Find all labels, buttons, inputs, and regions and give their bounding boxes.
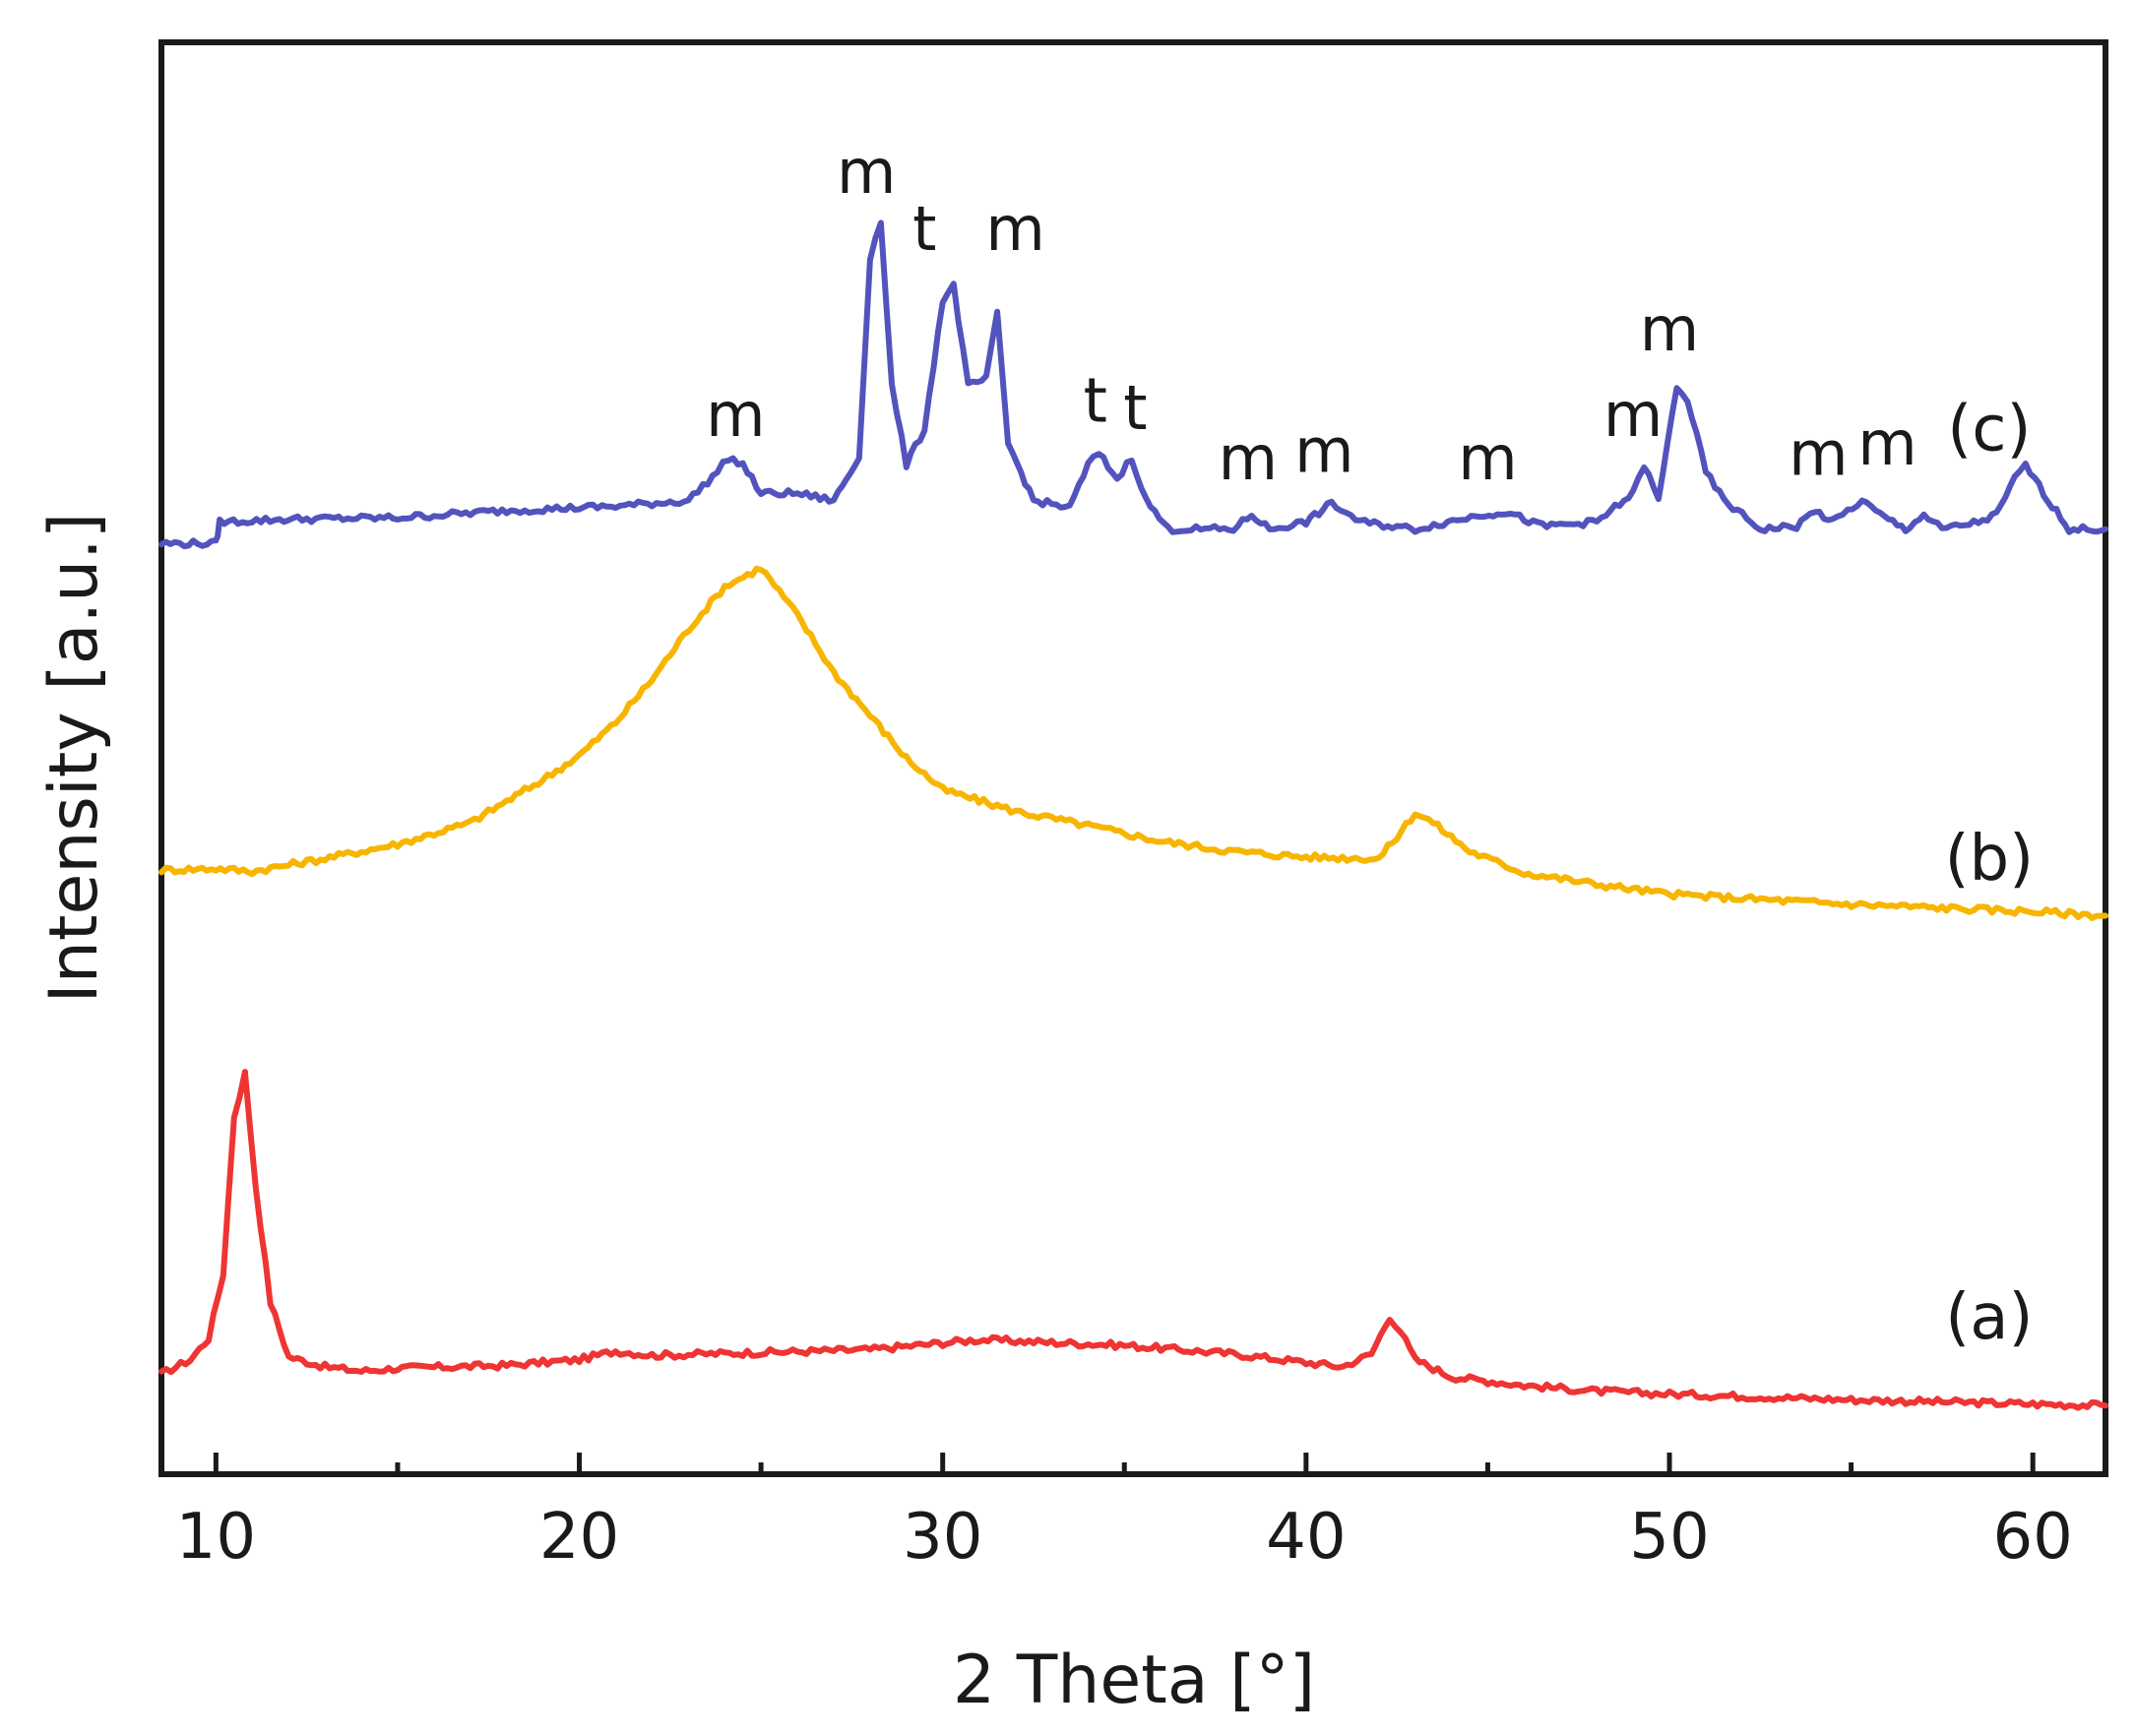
series-line-a: [158, 1069, 2108, 1411]
x-tick-label: 30: [903, 1501, 982, 1574]
curve-label: (c): [1947, 394, 2031, 466]
x-tick-label: 50: [1629, 1501, 1709, 1574]
curve-label: (b): [1945, 823, 2035, 896]
peak-label: m: [1294, 415, 1353, 487]
peak-label: m: [1857, 407, 1917, 479]
peak-label: m: [1640, 293, 1699, 365]
x-tick-label: 60: [1992, 1501, 2072, 1574]
peak-label: t: [912, 193, 936, 265]
x-axis-ticks: [213, 1453, 2036, 1474]
x-axis-title: 2 Theta [°]: [953, 1642, 1315, 1719]
peak-label: t: [1123, 372, 1147, 444]
series-line-b: [158, 565, 2108, 921]
plot-frame: [158, 39, 2108, 1477]
series-line-c: [158, 219, 2108, 550]
series-layer: [158, 219, 2108, 1411]
peak-label: m: [1458, 422, 1517, 494]
peak-label: m: [985, 193, 1044, 265]
x-tick-label: 40: [1266, 1501, 1346, 1574]
peak-label: m: [706, 379, 765, 451]
x-axis-tick-labels: 10 20 30 40 50 60: [176, 1501, 2073, 1574]
curve-label: (a): [1945, 1281, 2033, 1354]
peak-label: m: [837, 136, 896, 208]
peak-label: m: [1603, 379, 1663, 451]
peak-label: m: [1219, 422, 1278, 494]
curve-labels: (a) (b) (c): [1945, 394, 2035, 1354]
x-tick-label: 20: [539, 1501, 619, 1574]
peak-label: m: [1789, 417, 1848, 489]
plot-border: [158, 39, 2108, 1477]
y-axis-title: Intensity [a.u.]: [35, 513, 113, 1004]
x-tick-label: 10: [176, 1501, 256, 1574]
peak-label: t: [1084, 365, 1107, 437]
